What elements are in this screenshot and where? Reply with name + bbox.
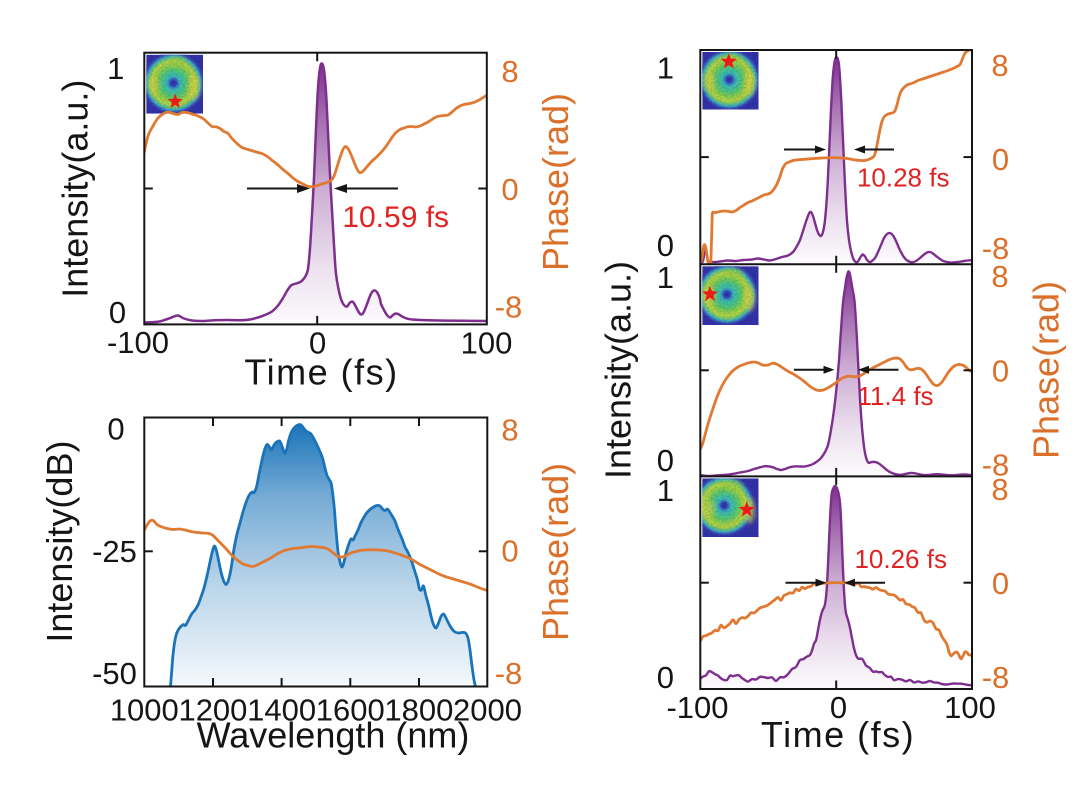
svg-text:1: 1 <box>657 260 674 295</box>
svg-text:1800: 1800 <box>384 693 453 728</box>
svg-text:-8: -8 <box>982 448 1010 483</box>
svg-text:1400: 1400 <box>247 693 316 728</box>
svg-text:1: 1 <box>107 51 124 86</box>
svg-text:1000: 1000 <box>110 693 179 728</box>
svg-text:-8: -8 <box>495 289 523 324</box>
svg-text:0: 0 <box>992 566 1009 601</box>
svg-text:10.59 fs: 10.59 fs <box>342 201 449 234</box>
svg-text:10.28 fs: 10.28 fs <box>857 162 950 192</box>
svg-text:8: 8 <box>991 472 1008 507</box>
svg-text:1: 1 <box>657 473 674 508</box>
svg-text:8: 8 <box>991 259 1008 294</box>
svg-text:-8: -8 <box>495 656 523 691</box>
svg-text:2000: 2000 <box>453 693 522 728</box>
svg-text:8: 8 <box>501 54 518 89</box>
svg-text:-8: -8 <box>982 231 1010 266</box>
svg-text:0: 0 <box>657 228 674 263</box>
svg-text:8: 8 <box>501 412 518 447</box>
svg-text:0: 0 <box>992 142 1009 177</box>
svg-text:-25: -25 <box>92 534 137 569</box>
svg-text:0: 0 <box>501 172 518 207</box>
svg-text:-100: -100 <box>666 690 728 725</box>
svg-text:Intensity(a.u.): Intensity(a.u.) <box>54 80 95 298</box>
svg-text:Phase(rad): Phase(rad) <box>1025 281 1066 459</box>
svg-text:Intensity(a.u.): Intensity(a.u.) <box>597 261 638 479</box>
svg-text:Time (fs): Time (fs) <box>761 714 915 755</box>
svg-text:-50: -50 <box>92 656 137 691</box>
svg-text:10.26 fs: 10.26 fs <box>854 544 947 574</box>
svg-text:Time (fs): Time (fs) <box>244 352 398 393</box>
svg-text:Wavelength (nm): Wavelength (nm) <box>197 715 470 756</box>
svg-text:0: 0 <box>657 660 674 695</box>
svg-text:0: 0 <box>501 534 518 569</box>
svg-text:8: 8 <box>991 48 1008 83</box>
svg-text:-8: -8 <box>982 660 1010 695</box>
svg-text:11.4 fs: 11.4 fs <box>857 381 933 411</box>
svg-text:Intensity(dB): Intensity(dB) <box>39 441 80 643</box>
svg-text:100: 100 <box>461 325 513 360</box>
svg-text:0: 0 <box>657 443 674 478</box>
svg-text:1: 1 <box>657 51 674 86</box>
svg-text:0: 0 <box>992 354 1009 389</box>
svg-text:1200: 1200 <box>178 693 247 728</box>
svg-text:0: 0 <box>109 295 126 330</box>
svg-text:0: 0 <box>107 412 124 447</box>
svg-text:0: 0 <box>309 325 326 360</box>
svg-text:0: 0 <box>830 690 847 725</box>
svg-text:100: 100 <box>944 690 996 725</box>
svg-text:-100: -100 <box>107 325 169 360</box>
svg-text:Phase(rad): Phase(rad) <box>535 463 576 641</box>
svg-text:Phase(rad): Phase(rad) <box>535 93 576 271</box>
svg-text:1600: 1600 <box>316 693 385 728</box>
